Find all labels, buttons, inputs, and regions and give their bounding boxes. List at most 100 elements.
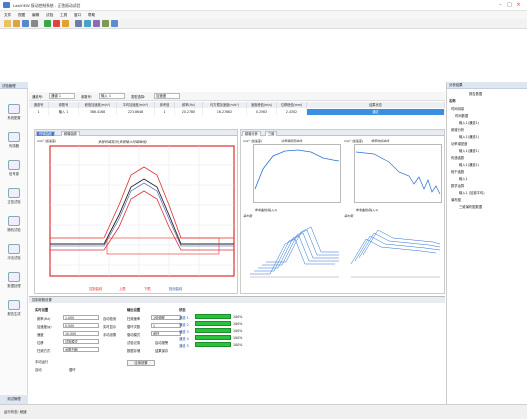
right-subtab[interactable]: 报告数据	[469, 92, 483, 96]
grid-cell[interactable]: 输入 1	[49, 109, 79, 115]
tree-item[interactable]: 瀑布图	[451, 198, 461, 202]
menu-test[interactable]: 试验	[46, 13, 54, 17]
out-label: 扫频速率	[127, 317, 141, 321]
help-icon[interactable]	[111, 20, 118, 27]
tab-spectrum-analysis[interactable]: 频谱分析	[242, 131, 261, 136]
channel-select[interactable]: 通道 1	[49, 93, 75, 99]
option-auto[interactable]: 自动检测	[103, 317, 117, 321]
check-save[interactable]: 结果保存	[155, 349, 169, 353]
frf-curve	[355, 151, 441, 195]
tree-item[interactable]: 输入1 (加窗平均)	[459, 191, 485, 195]
grid-cell[interactable]: 20.2780	[175, 109, 203, 115]
nav-bottom-tab[interactable]: 测试管理	[0, 395, 28, 404]
displacement-input[interactable]: 试验模式	[63, 339, 99, 344]
tree-item[interactable]: 输入1(通道1)	[459, 149, 479, 153]
grid-header: 均方根加速度(m/s²)	[203, 102, 247, 108]
tree-item[interactable]: 数学运算	[451, 184, 465, 188]
apply-button[interactable]: 应用设置	[127, 360, 155, 366]
check-alarm[interactable]: 启动报警	[155, 341, 169, 345]
nav-item-report[interactable]: 报告生成	[2, 300, 26, 316]
drive-mode-select[interactable]: 闭环	[151, 331, 181, 336]
sweep-rate-select[interactable]: 1倍频程	[151, 315, 181, 320]
grid-header: 结果状态	[307, 102, 445, 108]
group-output: 输出设置	[127, 308, 141, 312]
nav-item-system-config[interactable]: 系统配置	[2, 104, 26, 120]
nav-item-shock[interactable]: 冲击试验	[2, 244, 26, 260]
data-icon	[8, 272, 20, 282]
tree-item[interactable]: 输入1	[459, 177, 468, 181]
tree-item[interactable]: 输入1(通道1)	[459, 163, 479, 167]
grid-cell[interactable]: 16.27862	[203, 109, 247, 115]
progress-label: 通道 5	[179, 344, 189, 348]
nav-item-data[interactable]: 数据处理	[2, 272, 26, 288]
velocity-input[interactable]: 10.000	[63, 331, 99, 336]
type-select[interactable]: 加速度	[154, 93, 180, 99]
tree-item[interactable]: 频谱分析	[451, 128, 465, 132]
tree-item[interactable]: 输入1(通道1)	[459, 135, 479, 139]
freq-input[interactable]: 1.000	[63, 315, 99, 320]
menu-file[interactable]: 文件	[4, 13, 12, 17]
close-icon[interactable]: ×	[516, 2, 521, 8]
menu-view[interactable]: 视图	[18, 13, 26, 17]
param-select[interactable]: 输入 1	[99, 93, 125, 99]
tab-time-domain[interactable]: 时域曲线	[36, 131, 55, 136]
minimize-icon[interactable]: –	[499, 2, 502, 8]
save-icon[interactable]	[22, 20, 29, 27]
accel-input[interactable]: 0.500	[63, 323, 99, 328]
menu-tools[interactable]: 工具	[60, 13, 68, 17]
open-icon[interactable]	[13, 20, 20, 27]
menu-help[interactable]: 帮助	[88, 13, 96, 17]
bottom-title: 控制参数设置	[29, 297, 445, 303]
grid-cell[interactable]: 223.8648	[117, 109, 155, 115]
tree-item[interactable]: 三维瀑布图数据	[459, 205, 483, 209]
progress-label: 通道 4	[179, 337, 189, 341]
pause-icon[interactable]	[62, 20, 69, 27]
grid-cell[interactable]: 2.4302	[277, 109, 307, 115]
check-record[interactable]: 试验记录	[127, 341, 141, 345]
right-header[interactable]: 分析结果	[447, 82, 527, 89]
grid-header: 通道号	[29, 102, 49, 108]
radio-cycle[interactable]: 循环	[69, 368, 76, 372]
tree-item[interactable]: 传递函数	[451, 156, 465, 160]
option-realtime[interactable]: 实时显示	[103, 325, 117, 329]
sweep-mode-select[interactable]: 对数扫频	[63, 347, 99, 352]
nav-item-sine[interactable]: 正弦试验	[2, 188, 26, 204]
tree-item[interactable]: 时间数据	[455, 114, 469, 118]
tab-spectrum[interactable]: 频谱曲线	[61, 131, 80, 136]
grid-cell[interactable]: 1	[155, 109, 175, 115]
menu-edit[interactable]: 编辑	[32, 13, 40, 17]
menu-window[interactable]: 窗口	[74, 13, 82, 17]
tree-item[interactable]: 相干函数	[451, 170, 465, 174]
progress-pct: 100%	[233, 329, 243, 333]
selection-bar: 通道号: 通道 1 参数号: 输入 1 类型选择: 加速度	[29, 92, 445, 101]
grid-status-cell[interactable]: 通过	[307, 109, 445, 115]
grid-cell[interactable]: 1	[29, 109, 49, 115]
print-icon[interactable]	[31, 20, 38, 27]
stop-icon[interactable]	[53, 20, 60, 27]
maximize-icon[interactable]: □	[507, 2, 512, 8]
nav-item-signal[interactable]: 信号源	[2, 160, 26, 176]
tree-item[interactable]: 功率谱密度	[451, 142, 468, 146]
new-icon[interactable]	[4, 20, 11, 27]
grid-cell[interactable]: 0.2563	[247, 109, 277, 115]
radio-auto[interactable]: 自动	[35, 368, 42, 372]
tree-item[interactable]: 输入1(通道1)	[459, 121, 479, 125]
grid-header: 参数号	[49, 102, 79, 108]
option-manual[interactable]: 手动设置	[103, 333, 117, 337]
chart-icon[interactable]	[84, 20, 91, 27]
progress-pct: 100%	[233, 336, 243, 340]
radio-manual[interactable]: 手动运行	[35, 360, 49, 364]
table-icon[interactable]	[93, 20, 100, 27]
check-store[interactable]: 数据存储	[127, 349, 141, 353]
tab-3d[interactable]: 三维	[265, 131, 278, 136]
nav-item-sensor[interactable]: 传感器	[2, 132, 26, 148]
nav-item-random[interactable]: 随机试验	[2, 216, 26, 232]
grid-cell[interactable]: 386.4168	[79, 109, 117, 115]
shock-icon	[8, 244, 20, 254]
tree-item[interactable]: 时间测量	[451, 107, 465, 111]
settings-icon[interactable]	[75, 20, 82, 27]
zoom-icon[interactable]	[102, 20, 109, 27]
progress-bar	[195, 321, 231, 326]
cycles-input[interactable]: 1	[151, 323, 181, 328]
run-icon[interactable]	[44, 20, 51, 27]
